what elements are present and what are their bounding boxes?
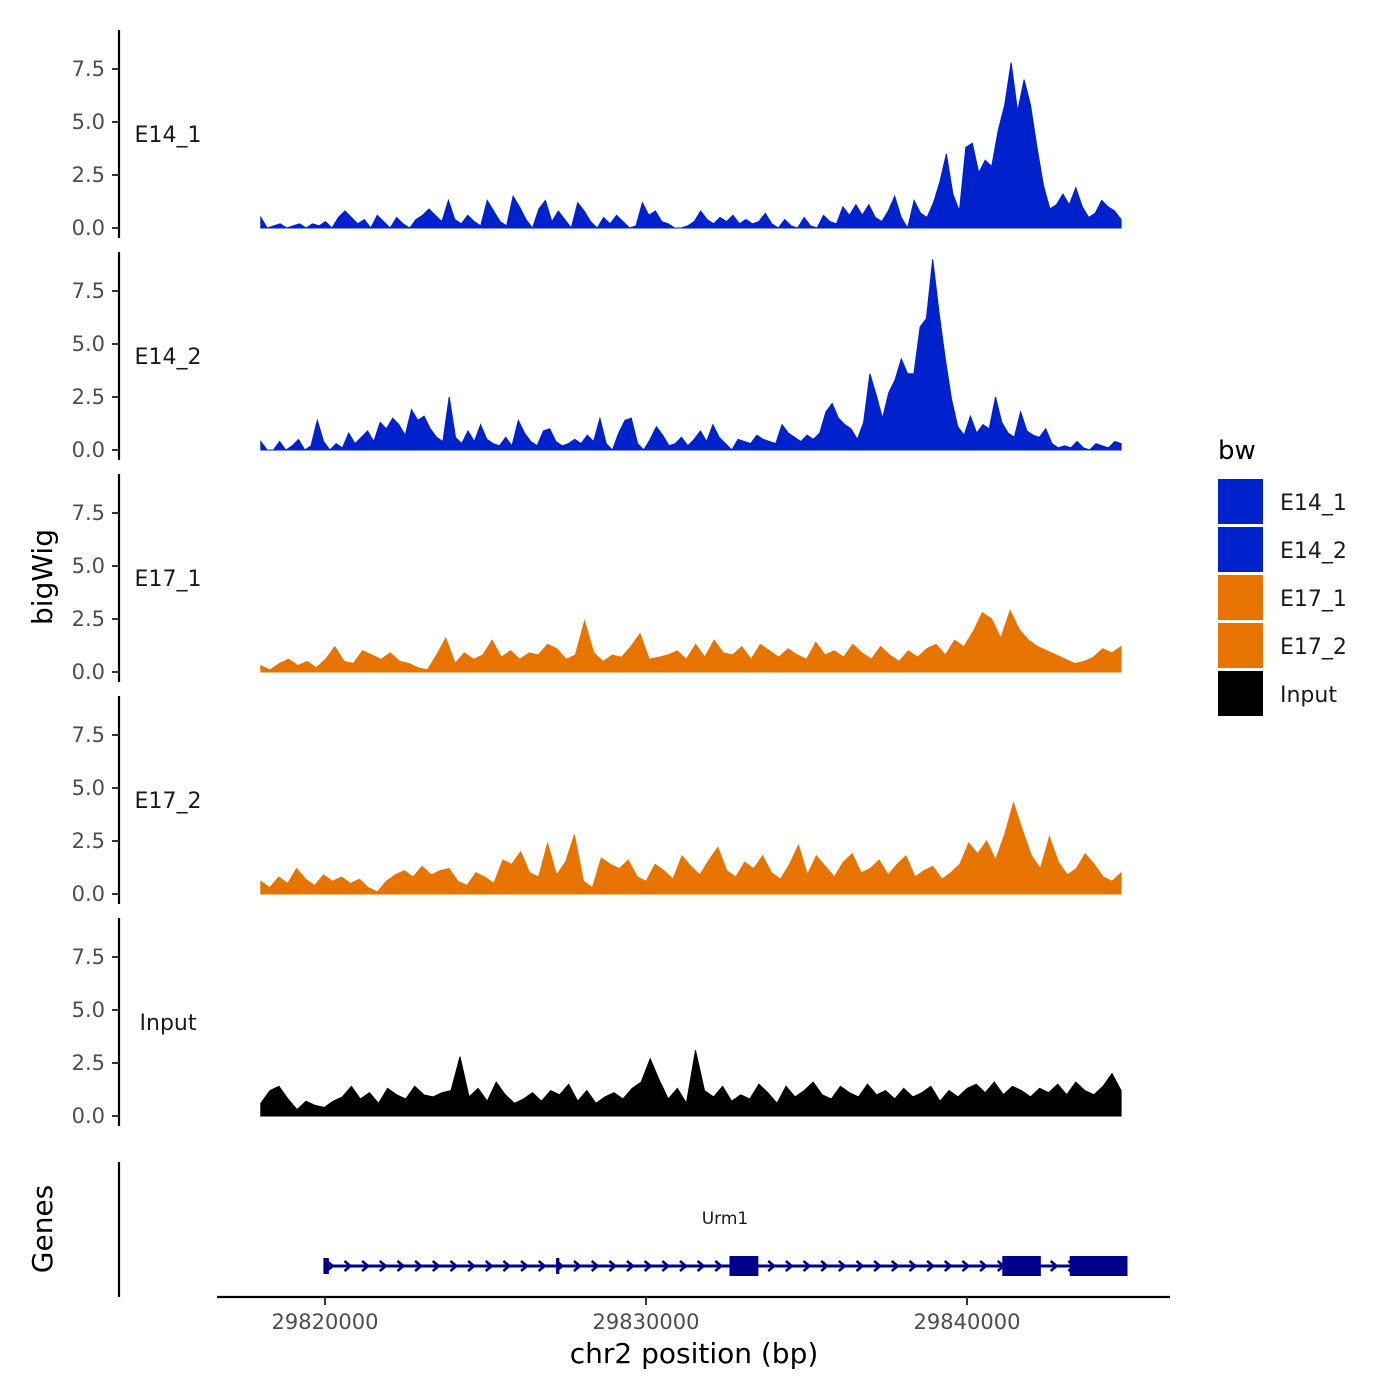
y-tick-label: 0.0 <box>72 882 105 906</box>
strand-arrow <box>714 1260 724 1272</box>
strand-arrow <box>449 1260 459 1272</box>
gene-track-panel: Urm1 <box>117 1162 1128 1297</box>
strand-arrow <box>820 1260 830 1272</box>
y-tick-label: 5.0 <box>72 332 105 356</box>
strand-arrow <box>484 1260 494 1272</box>
legend-label: E14_2 <box>1280 539 1347 564</box>
strand-arrow <box>502 1260 512 1272</box>
gene-model-urm1 <box>323 1256 1128 1276</box>
x-axis: 29820000 29830000 29840000 <box>217 1295 1170 1334</box>
y-tick-label: 2.5 <box>72 1051 105 1075</box>
strand-arrow <box>573 1260 582 1272</box>
y-tick-label: 0.0 <box>72 216 105 240</box>
strand-arrow <box>890 1260 900 1272</box>
strand-arrow <box>926 1260 936 1272</box>
strand-arrow <box>590 1260 600 1272</box>
strand-arrow <box>396 1260 406 1272</box>
strand-arrow <box>696 1260 706 1272</box>
y-tick-label: 0.0 <box>72 1104 105 1128</box>
legend-label: E17_1 <box>1280 587 1347 612</box>
strand-arrow <box>785 1260 794 1272</box>
panel-E14_1: 0.0 2.5 5.0 7.5 E14_1 <box>72 30 1122 240</box>
legend: bw E14_1 E14_2 E17_1 E17_2 Input <box>1218 436 1347 716</box>
track-label: E17_1 <box>135 567 202 592</box>
y-tick-label: 2.5 <box>72 163 105 187</box>
strand-arrow <box>802 1260 812 1272</box>
genes-axis-title: Genes <box>26 1185 59 1273</box>
y-axis-title: bigWig <box>26 529 59 625</box>
legend-label: E17_2 <box>1280 635 1347 660</box>
coverage-area-Input <box>260 1050 1122 1117</box>
gene-exon <box>556 1258 560 1274</box>
strand-arrow <box>467 1260 477 1272</box>
legend-key-E17_2 <box>1218 623 1263 668</box>
y-tick-label: 5.0 <box>72 776 105 800</box>
legend-key-Input <box>1218 671 1263 716</box>
legend-key-E14_2 <box>1218 527 1263 572</box>
y-tick-label: 2.5 <box>72 829 105 853</box>
y-tick-label: 5.0 <box>72 554 105 578</box>
strand-arrow <box>643 1260 653 1272</box>
strand-arrow <box>838 1260 847 1272</box>
coverage-area-E17_2 <box>260 801 1122 895</box>
coverage-panels: 0.0 2.5 5.0 7.5 E14_1 0.0 2.5 5.0 7.5 E14_2 0.0 2.5… <box>72 30 1122 1128</box>
gene-label: Urm1 <box>702 1209 749 1229</box>
y-tick-label: 0.0 <box>72 660 105 684</box>
strand-arrow <box>943 1260 953 1272</box>
y-tick-label: 5.0 <box>72 110 105 134</box>
strand-arrow <box>908 1260 918 1272</box>
gene-exon <box>1069 1256 1128 1276</box>
strand-arrow <box>414 1260 424 1272</box>
x-tick-label: 29820000 <box>272 1310 379 1334</box>
strand-arrow <box>361 1260 371 1272</box>
panel-E17_1: 0.0 2.5 5.0 7.5 E17_1 <box>72 474 1122 684</box>
strand-arrow <box>873 1260 883 1272</box>
gene-exon <box>323 1258 329 1274</box>
strand-arrow <box>855 1260 865 1272</box>
panel-Input: 0.0 2.5 5.0 7.5 Input <box>72 918 1122 1128</box>
track-label: E17_2 <box>135 789 202 814</box>
strand-arrow <box>767 1260 777 1272</box>
coverage-area-E17_1 <box>260 609 1122 673</box>
strand-arrow <box>679 1260 688 1272</box>
panel-E14_2: 0.0 2.5 5.0 7.5 E14_2 <box>72 252 1122 462</box>
y-tick-label: 7.5 <box>72 279 105 303</box>
legend-title: bw <box>1218 436 1256 466</box>
y-tick-label: 7.5 <box>72 723 105 747</box>
x-axis-title: chr2 position (bp) <box>570 1337 819 1370</box>
y-tick-label: 0.0 <box>72 438 105 462</box>
strand-arrow <box>961 1260 971 1272</box>
strand-arrow <box>661 1260 671 1272</box>
y-tick-label: 7.5 <box>72 945 105 969</box>
x-tick-label: 29840000 <box>914 1310 1021 1334</box>
legend-key-E14_1 <box>1218 479 1263 524</box>
x-tick-label: 29830000 <box>593 1310 700 1334</box>
strand-arrow <box>537 1260 547 1272</box>
strand-arrow <box>343 1260 353 1272</box>
track-label: E14_1 <box>135 123 202 148</box>
y-tick-label: 5.0 <box>72 998 105 1022</box>
y-tick-label: 2.5 <box>72 607 105 631</box>
strand-arrow <box>378 1260 388 1272</box>
y-tick-label: 2.5 <box>72 385 105 409</box>
coverage-area-E14_2 <box>260 259 1122 451</box>
legend-label: Input <box>1280 683 1337 708</box>
legend-key-E17_1 <box>1218 575 1263 620</box>
gene-exon <box>1002 1256 1041 1276</box>
strand-arrow <box>520 1260 529 1272</box>
strand-arrow <box>431 1260 441 1272</box>
coverage-area-E14_1 <box>260 62 1122 230</box>
strand-arrow <box>979 1260 989 1272</box>
legend-label: E14_1 <box>1280 491 1347 516</box>
y-tick-label: 7.5 <box>72 501 105 525</box>
gene-exon <box>729 1256 759 1276</box>
track-label: E14_2 <box>135 345 202 370</box>
y-tick-label: 7.5 <box>72 57 105 81</box>
panel-E17_2: 0.0 2.5 5.0 7.5 E17_2 <box>72 696 1122 906</box>
strand-arrow <box>626 1260 635 1272</box>
track-label: Input <box>140 1011 197 1036</box>
strand-arrow <box>1049 1260 1059 1272</box>
strand-arrow <box>608 1260 618 1272</box>
